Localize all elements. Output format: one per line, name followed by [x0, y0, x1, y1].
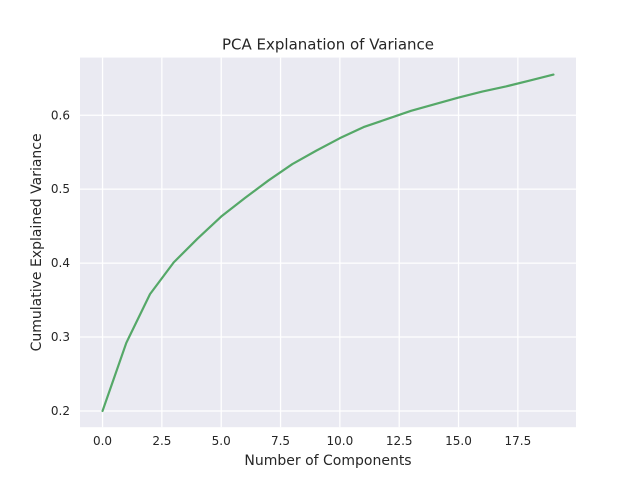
x-tick-label: 0.0 — [93, 434, 112, 448]
x-tick-label: 17.5 — [504, 434, 531, 448]
y-axis-ticks: 0.2 0.3 0.4 0.5 0.6 — [51, 108, 70, 418]
y-tick-label: 0.2 — [51, 404, 70, 418]
x-tick-label: 12.5 — [386, 434, 413, 448]
x-tick-label: 10.0 — [327, 434, 354, 448]
plot-area — [80, 57, 576, 428]
x-axis-label: Number of Components — [244, 453, 411, 469]
grid-lines — [80, 57, 576, 428]
y-tick-label: 0.5 — [51, 182, 70, 196]
y-tick-label: 0.3 — [51, 330, 70, 344]
x-tick-label: 5.0 — [212, 434, 231, 448]
series-line — [101, 73, 555, 413]
x-tick-label: 7.5 — [271, 434, 290, 448]
x-tick-label: 15.0 — [445, 434, 472, 448]
x-axis-ticks: 0.0 2.5 5.0 7.5 10.0 12.5 15.0 17.5 — [93, 434, 531, 448]
chart-title: PCA Explanation of Variance — [222, 36, 434, 54]
x-tick-label: 2.5 — [152, 434, 171, 448]
series-layer — [101, 73, 555, 413]
y-tick-label: 0.6 — [51, 108, 70, 122]
y-axis-label: Cumulative Explained Variance — [29, 133, 45, 351]
y-tick-label: 0.4 — [51, 256, 70, 270]
